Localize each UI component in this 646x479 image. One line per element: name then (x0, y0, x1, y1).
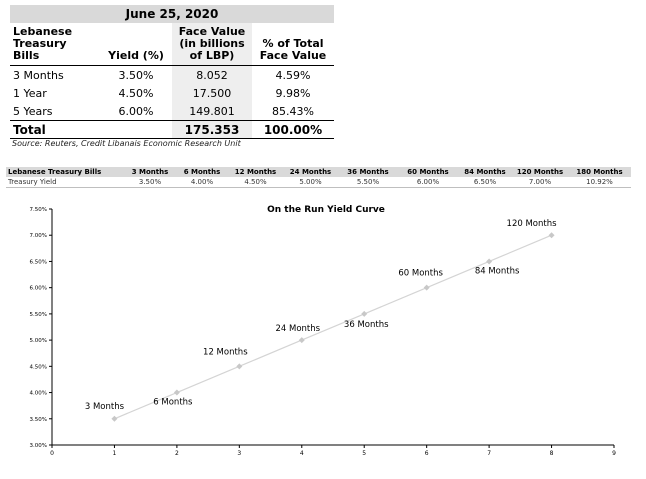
strip-header: 24 Months (283, 167, 338, 177)
table-cell: 17.500 (172, 84, 252, 102)
table-row: 1 Year 4.50% 17.500 9.98% (10, 84, 334, 102)
strip-header: 6 Months (176, 167, 228, 177)
strip-cell: 6.00% (398, 177, 458, 188)
total-face-value: 175.353 (172, 120, 252, 139)
data-point-marker (486, 258, 493, 265)
column-header-bills: Lebanese Treasury Bills (10, 23, 100, 66)
chart-axes: 3.00% 3.50% 4.00% 4.50% 5.00% 5.50% 6.00% 6.50%… (30, 207, 617, 457)
x-tick-label: 0 (50, 450, 54, 457)
y-tick-label: 7.00% (30, 233, 47, 239)
data-point-label: 24 Months (275, 324, 320, 334)
y-tick-label: 3.00% (30, 443, 47, 449)
table-cell: 85.43% (272, 104, 314, 118)
chart-title: On the Run Yield Curve (267, 205, 385, 215)
total-percent: 100.00% (252, 120, 335, 139)
yield-curve-chart: On the Run Yield Curve 3.00% 3.50% 4.00% 4.… (30, 205, 617, 457)
chart-plot-area: 3 Months 6 Months 12 Months 24 Months 36 Mon… (85, 219, 557, 422)
table-row: 5 Years 6.00% 149.801 85.43% (10, 102, 334, 121)
y-tick-label: 3.50% (30, 417, 47, 423)
strip-header: 12 Months (228, 167, 283, 177)
strip-cell: 10.92% (568, 177, 631, 188)
total-label: Total (10, 120, 100, 139)
yield-curve-line (114, 234, 552, 420)
data-point-marker (298, 337, 305, 344)
table-cell: 8.052 (172, 65, 252, 84)
strip-value-row: Treasury Yield 3.50% 4.00% 4.50% 5.00% 5… (6, 177, 631, 188)
table-row: 3 Months 3.50% 8.052 4.59% (10, 65, 334, 84)
x-tick-label: 3 (237, 450, 241, 457)
data-point-marker (361, 310, 368, 317)
x-tick-label: 9 (612, 450, 616, 457)
treasury-bills-table: June 25, 2020 Lebanese Treasury Bills Yi… (10, 5, 335, 139)
strip-cell: 5.00% (283, 177, 338, 188)
data-point-label: 120 Months (507, 219, 558, 229)
data-point-label: 60 Months (398, 269, 443, 279)
data-point-marker (423, 284, 430, 291)
data-point-label: 84 Months (475, 266, 520, 276)
y-tick-label: 4.00% (30, 391, 47, 397)
table-cell: 4.59% (275, 68, 311, 82)
column-header-face-value: Face Value (in billions of LBP) (172, 23, 252, 66)
x-tick-label: 6 (425, 450, 429, 457)
data-point-marker (548, 232, 555, 239)
table-title: June 25, 2020 (10, 5, 335, 23)
data-point-label: 3 Months (85, 402, 125, 412)
y-tick-label: 7.50% (30, 207, 47, 213)
data-point-marker (173, 389, 180, 396)
y-tick-label: 5.00% (30, 338, 47, 344)
strip-cell: 3.50% (124, 177, 176, 188)
data-point-marker (111, 415, 118, 422)
y-tick-label: 4.50% (30, 364, 47, 370)
y-tick-label: 6.00% (30, 286, 47, 292)
y-tick-label: 6.50% (30, 259, 47, 265)
total-yield (100, 120, 172, 139)
table-cell: 9.98% (275, 86, 311, 100)
column-header-percent-total: % of Total Face Value (252, 23, 335, 66)
x-tick-label: 8 (550, 450, 554, 457)
strip-cell: 5.50% (338, 177, 398, 188)
table-cell: 6.00% (118, 104, 154, 118)
strip-header: 60 Months (398, 167, 458, 177)
table-cell: 5 Years (13, 104, 53, 118)
strip-header: 3 Months (124, 167, 176, 177)
source-note: Source: Reuters, Credit Libanais Economi… (12, 139, 241, 148)
x-tick-label: 4 (300, 450, 304, 457)
strip-header: 36 Months (338, 167, 398, 177)
x-tick-label: 5 (362, 450, 366, 457)
data-point-label: 36 Months (344, 320, 389, 330)
strip-header: 84 Months (458, 167, 512, 177)
total-row: Total 175.353 100.00% (10, 120, 335, 139)
yield-strip-table: Lebanese Treasury Bills 3 Months 6 Month… (6, 167, 631, 188)
table-cell: 4.50% (118, 86, 154, 100)
strip-cell: 6.50% (458, 177, 512, 188)
x-tick-label: 7 (487, 450, 491, 457)
table-cell: 3 Months (13, 68, 64, 82)
strip-cell: 4.50% (228, 177, 283, 188)
table-cell: 1 Year (13, 86, 47, 100)
x-tick-label: 2 (175, 450, 179, 457)
data-point-marker (236, 363, 243, 370)
strip-cell: Treasury Yield (6, 177, 124, 188)
data-point-label: 6 Months (153, 398, 193, 408)
strip-header-row: Lebanese Treasury Bills 3 Months 6 Month… (6, 167, 631, 177)
strip-cell: 7.00% (512, 177, 568, 188)
x-tick-label: 1 (113, 450, 117, 457)
y-tick-label: 5.50% (30, 312, 47, 318)
table-cell: 149.801 (172, 102, 252, 121)
strip-header: 120 Months (512, 167, 568, 177)
strip-cell: 4.00% (176, 177, 228, 188)
strip-header: Lebanese Treasury Bills (6, 167, 124, 177)
column-header-yield: Yield (%) (100, 23, 172, 66)
data-point-label: 12 Months (203, 347, 248, 357)
strip-header: 180 Months (568, 167, 631, 177)
table-cell: 3.50% (118, 68, 154, 82)
